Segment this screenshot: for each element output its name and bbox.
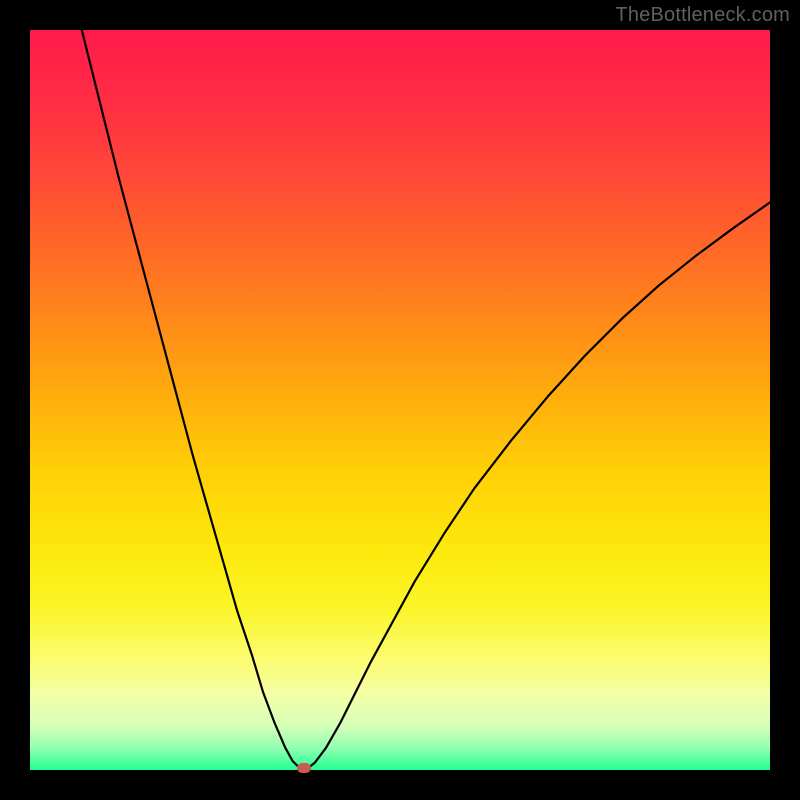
plot-area xyxy=(30,30,770,770)
minimum-marker xyxy=(297,763,311,773)
watermark-text: TheBottleneck.com xyxy=(615,4,790,27)
curve-layer xyxy=(30,30,770,770)
bottleneck-curve xyxy=(82,30,770,769)
